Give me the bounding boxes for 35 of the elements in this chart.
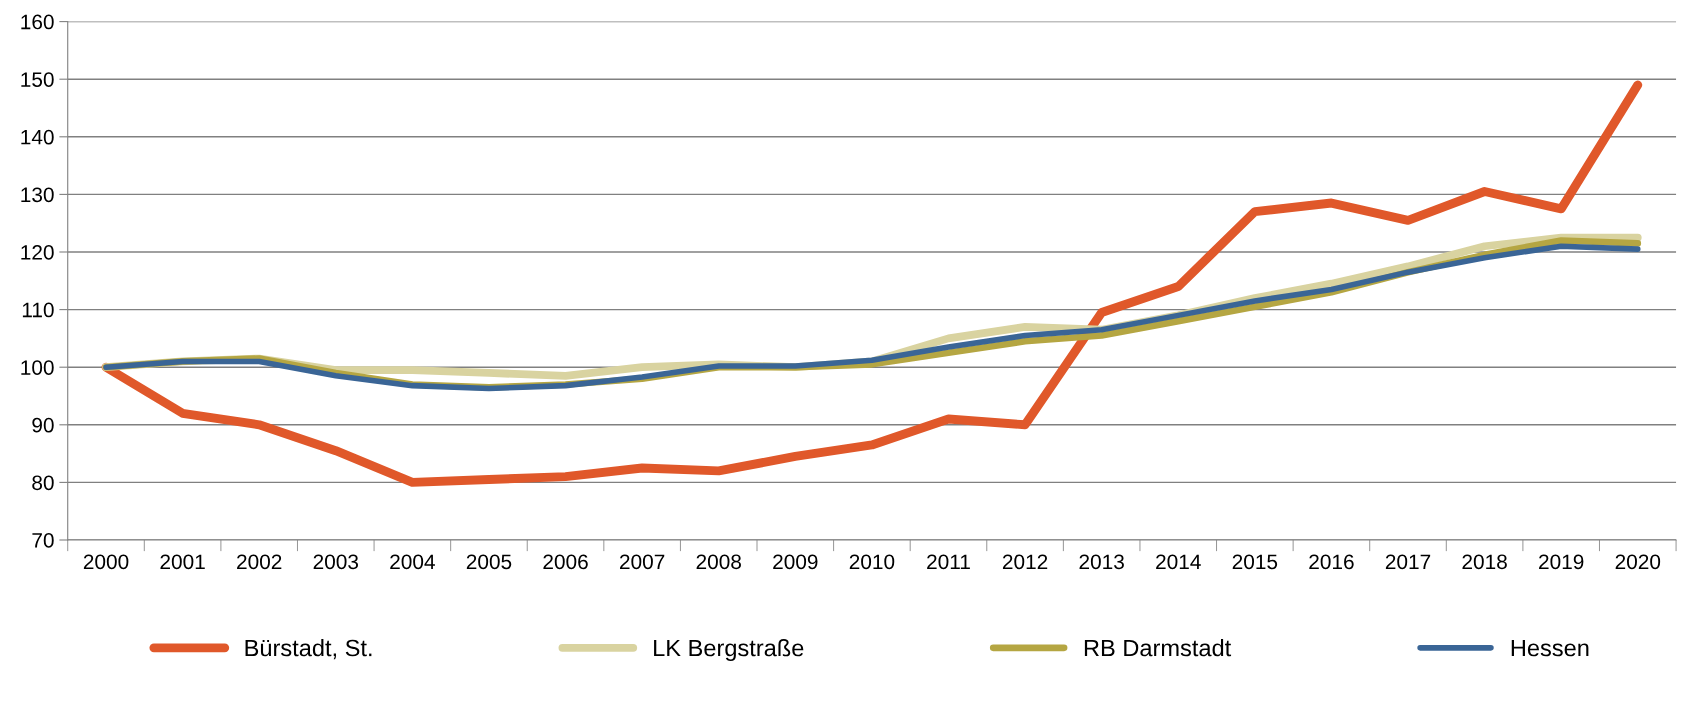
legend-label: Bürstadt, St. xyxy=(245,639,372,660)
x-tick-label: 2003 xyxy=(313,554,359,570)
x-tick-label: 2007 xyxy=(620,554,665,570)
x-tick-label: 2020 xyxy=(1615,554,1661,570)
x-tick-label: 2006 xyxy=(543,554,588,570)
x-tick-label: 2015 xyxy=(1232,554,1278,570)
x-tick-label: 2012 xyxy=(1002,554,1048,570)
x-tick-label: 2019 xyxy=(1539,554,1584,570)
x-tick-label: 2013 xyxy=(1079,554,1124,570)
y-tick-label: 130 xyxy=(21,187,54,203)
y-tick-label: 140 xyxy=(21,129,54,145)
x-tick-label: 2011 xyxy=(927,554,970,570)
y-tick-label: 160 xyxy=(21,14,54,30)
x-tick-label: 2018 xyxy=(1462,554,1507,570)
x-tick-label: 2009 xyxy=(773,554,818,570)
x-tick-label: 2017 xyxy=(1385,554,1431,570)
y-tick-label: 110 xyxy=(22,302,54,318)
x-tick-label: 2001 xyxy=(160,554,205,570)
y-tick-label: 150 xyxy=(21,72,54,87)
x-tick-label: 2002 xyxy=(237,554,282,570)
legend-label: Hessen xyxy=(1511,639,1589,657)
x-tick-label: 2005 xyxy=(466,554,512,570)
x-tick-label: 2000 xyxy=(83,554,129,570)
x-tick-label: 2010 xyxy=(849,554,895,570)
legend-label: RB Darmstadt xyxy=(1084,639,1232,657)
x-tick-label: 2016 xyxy=(1309,554,1354,570)
y-tick-label: 100 xyxy=(21,360,54,375)
x-tick-label: 2004 xyxy=(390,554,435,570)
y-tick-label: 70 xyxy=(32,533,54,548)
y-tick-label: 80 xyxy=(32,475,54,491)
x-tick-label: 2008 xyxy=(696,554,741,570)
y-tick-label: 90 xyxy=(32,417,54,433)
y-tick-label: 120 xyxy=(21,245,54,260)
x-tick-label: 2014 xyxy=(1156,554,1201,570)
legend-label: LK Bergstraße xyxy=(654,639,804,662)
